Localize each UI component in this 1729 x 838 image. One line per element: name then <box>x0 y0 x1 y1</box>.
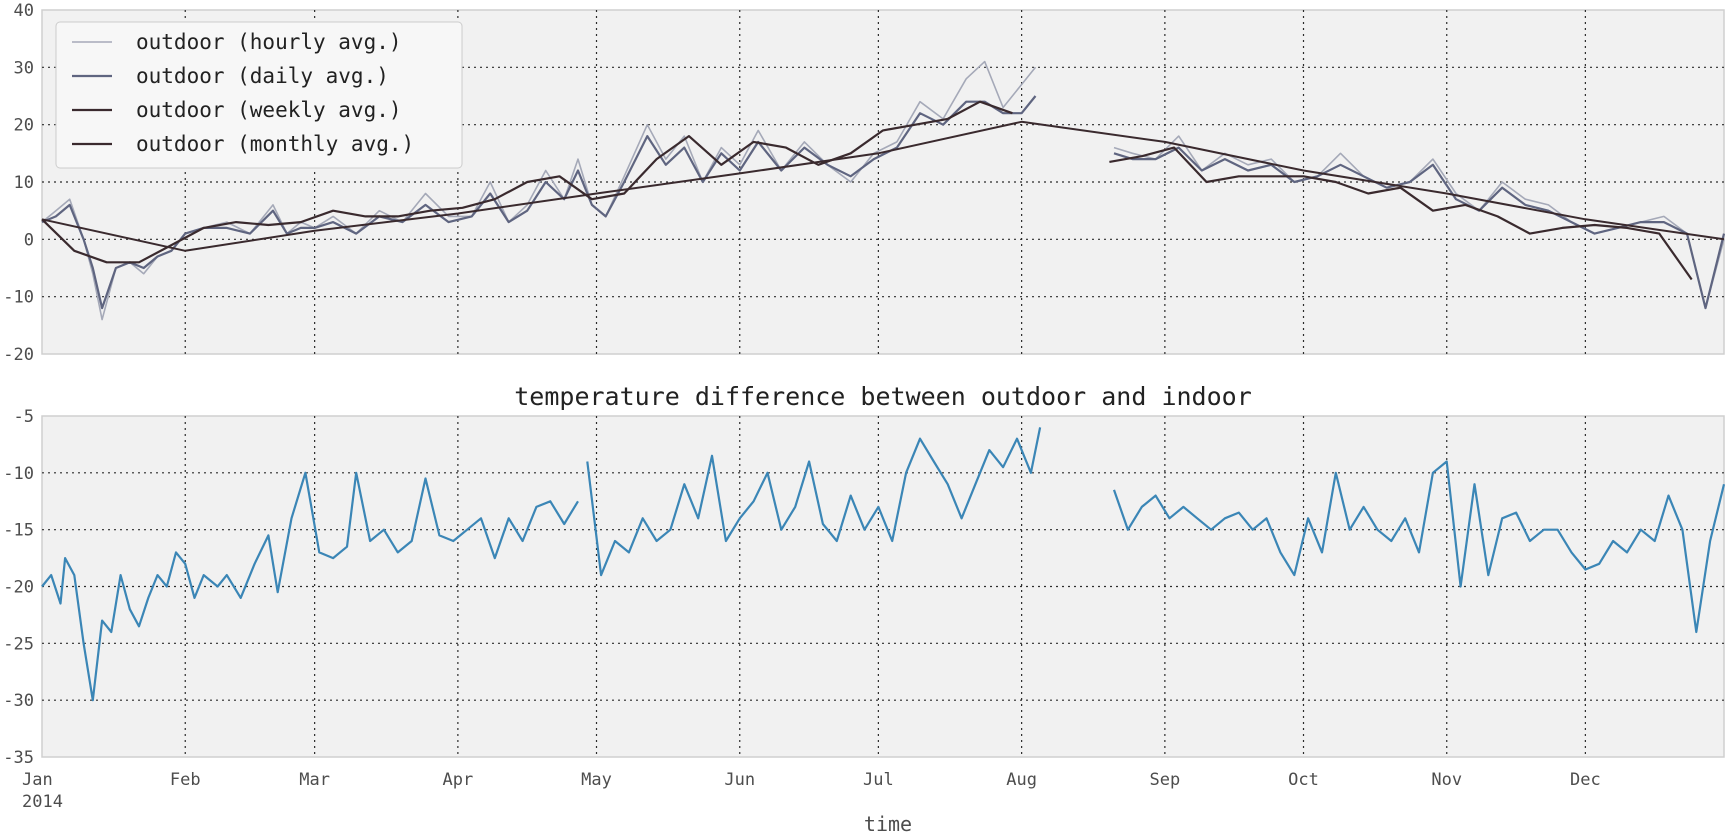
y-tick-label: -5 <box>14 407 34 427</box>
chart-title: temperature difference between outdoor a… <box>514 382 1252 411</box>
x-tick-label: May <box>581 770 612 790</box>
series-difference-line <box>41 427 1726 702</box>
x-tick-label: Oct <box>1288 770 1319 790</box>
series-weekly-line <box>41 100 1693 281</box>
x-tick-label: Nov <box>1431 770 1462 790</box>
top-gridlines <box>42 10 1724 354</box>
x-tick-label: Mar <box>299 770 330 790</box>
x-tick-label: Jul <box>863 770 894 790</box>
x-tick-labels: Jan Feb Mar Apr May Jun Jul Aug Sep Oct Nov Dec 2014 <box>22 770 1601 812</box>
top-y-tick-labels: -20 -10 0 10 20 30 40 <box>3 1 34 365</box>
y-tick-label: -35 <box>3 748 34 768</box>
y-tick-label: 20 <box>14 116 34 136</box>
series-monthly-line <box>41 120 1725 252</box>
y-tick-label: -15 <box>3 521 34 541</box>
x-tick-label: Sep <box>1150 770 1181 790</box>
legend: outdoor (hourly avg.) outdoor (daily avg.… <box>55 21 463 169</box>
x-tick-label: Feb <box>170 770 201 790</box>
bottom-gridlines <box>42 416 1724 757</box>
legend-entry: outdoor (daily avg.) <box>136 64 389 88</box>
y-tick-label: 30 <box>14 58 34 78</box>
x-tick-label: Jun <box>724 770 755 790</box>
y-tick-label: -25 <box>3 634 34 654</box>
y-tick-label: -20 <box>3 345 34 365</box>
x-tick-label: Jan <box>22 770 53 790</box>
x-tick-year-label: 2014 <box>22 792 63 812</box>
temperature-difference-plot: -35-30-25-20-15-10-5 Jan Feb Mar Apr May Jun J… <box>3 407 1726 812</box>
y-tick-label: -10 <box>3 288 34 308</box>
y-tick-label: -30 <box>3 691 34 711</box>
legend-entry: outdoor (monthly avg.) <box>136 132 414 156</box>
x-tick-label: Dec <box>1570 770 1601 790</box>
y-tick-label: 0 <box>24 230 34 250</box>
y-tick-label: 10 <box>14 173 34 193</box>
top-series-lines <box>41 60 1726 321</box>
legend-box <box>55 21 463 169</box>
bottom-y-tick-labels: -35 -30 -25 -20 -15 -10 -5 <box>3 407 34 768</box>
x-tick-label: Aug <box>1006 770 1037 790</box>
bottom-series-lines <box>41 427 1726 702</box>
x-axis-title: time <box>864 812 912 836</box>
y-tick-label: -20 <box>3 578 34 598</box>
x-tick-label: Apr <box>443 770 474 790</box>
legend-entry: outdoor (hourly avg.) <box>136 30 402 54</box>
y-tick-label: 40 <box>14 1 34 21</box>
legend-entry: outdoor (weekly avg.) <box>136 98 402 122</box>
y-tick-label: -10 <box>3 464 34 484</box>
